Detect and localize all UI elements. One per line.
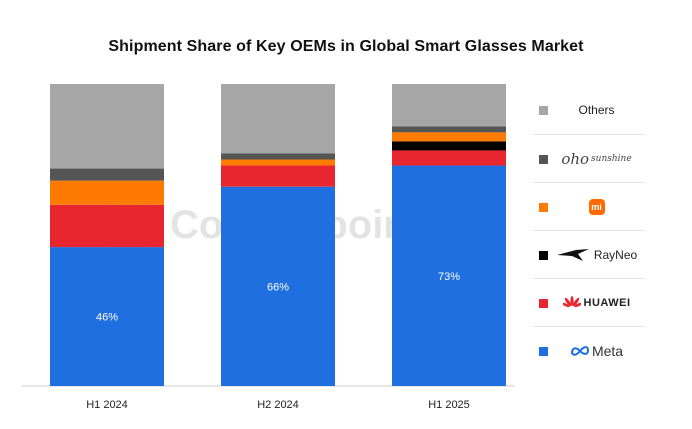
bar-segment-mi-h1-2024 xyxy=(50,180,164,205)
chart-title: Shipment Share of Key OEMs in Global Sma… xyxy=(108,38,584,55)
bar-segment-others-h1-2025 xyxy=(392,84,506,127)
legend-label-huawei: HUAWEI xyxy=(583,297,631,309)
bar-segment-oho-sunshine-h1-2024 xyxy=(50,168,164,181)
data-label-h2-2024: 66% xyxy=(267,281,289,293)
legend-item-oho-sunshine: oho sunshine xyxy=(533,134,645,183)
data-label-h1-2025: 73% xyxy=(438,271,460,283)
bar-segment-meta-h2-2024 xyxy=(221,186,335,386)
bar-segment-mi-h1-2025 xyxy=(392,132,506,142)
legend-item-rayneo: RayNeo xyxy=(533,230,645,279)
bar-segment-mi-h2-2024 xyxy=(221,159,335,166)
x-tick-label-h1-2025: H1 2025 xyxy=(428,399,470,411)
bar-segment-huawei-h1-2025 xyxy=(392,150,506,166)
bar-segment-meta-h1-2025 xyxy=(392,165,506,386)
legend-item-others: Others xyxy=(533,86,645,134)
bar-segment-others-h1-2024 xyxy=(50,84,164,169)
legend-item-huawei: HUAWEI xyxy=(533,278,645,327)
legend-swatch-xiaomi xyxy=(539,202,548,212)
bar-segment-huawei-h2-2024 xyxy=(221,165,335,187)
legend-swatch-others xyxy=(539,105,548,115)
legend-item-meta: Meta xyxy=(533,326,645,375)
bar-segment-rayneo-h1-2025 xyxy=(392,141,506,151)
legend-swatch-meta xyxy=(539,346,548,356)
legend-swatch-rayneo xyxy=(539,250,548,260)
meta-infinity-icon xyxy=(570,346,589,356)
x-tick-label-h1-2024: H1 2024 xyxy=(86,399,128,411)
bar-segment-oho-sunshine-h2-2024 xyxy=(221,153,335,160)
data-label-h1-2024: 46% xyxy=(96,312,118,324)
legend-swatch-oho-sunshine xyxy=(539,154,548,164)
bar-segment-huawei-h1-2024 xyxy=(50,204,164,248)
oho-sunshine-logo: oho sunshine xyxy=(561,150,632,168)
legend-label-rayneo: RayNeo xyxy=(593,248,638,262)
x-tick-label-h2-2024: H2 2024 xyxy=(257,399,299,411)
legend-label-meta: Meta xyxy=(591,343,624,359)
rayneo-bird-icon xyxy=(556,249,589,261)
legend-swatch-huawei xyxy=(539,298,548,308)
huawei-flower-icon xyxy=(562,296,581,308)
bar-segment-others-h2-2024 xyxy=(221,84,335,154)
legend-label-others: Others xyxy=(578,103,615,117)
legend-item-xiaomi: mi xyxy=(533,182,645,231)
xiaomi-logo-icon: mi xyxy=(588,199,605,215)
bar-segment-oho-sunshine-h1-2025 xyxy=(392,126,506,133)
bar-segment-meta-h1-2024 xyxy=(50,247,164,386)
